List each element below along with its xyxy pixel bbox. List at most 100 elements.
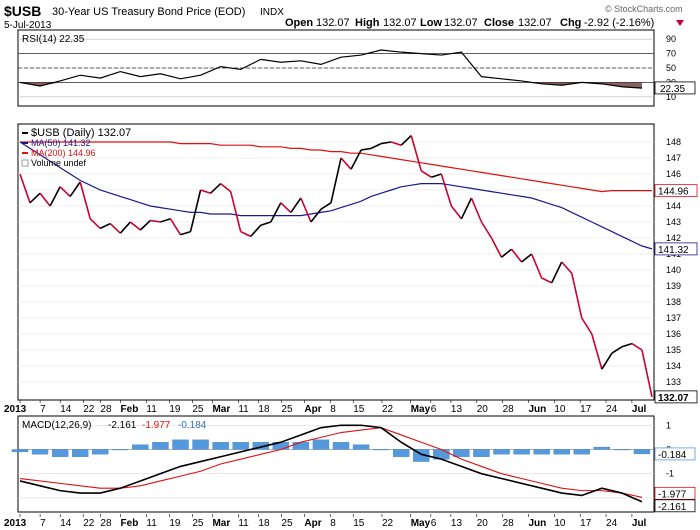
price-tick-label: 135 bbox=[666, 345, 681, 355]
macd-histogram-bar bbox=[152, 442, 169, 450]
x-tick-label: 17 bbox=[580, 518, 592, 529]
price-segment bbox=[440, 173, 453, 207]
price-segment bbox=[350, 149, 362, 170]
x-tick-label: 13 bbox=[451, 518, 463, 529]
price-segment bbox=[431, 173, 442, 178]
macd-histogram-bar bbox=[112, 449, 129, 451]
low-label: Low bbox=[420, 17, 442, 29]
price-tick-label: 136 bbox=[666, 329, 681, 339]
macd-legend-hist: -0.184 bbox=[178, 420, 207, 431]
price-segment bbox=[300, 197, 312, 223]
price-tick-label: 140 bbox=[666, 265, 681, 275]
macd-histogram-bar bbox=[51, 449, 69, 457]
x-tick-label: 7 bbox=[40, 404, 46, 415]
x-tick-label: Jun bbox=[528, 518, 546, 529]
macd-line bbox=[19, 424, 643, 503]
macd-last-labels: -0.184 -1.977 -2.161 bbox=[654, 447, 696, 513]
x-tick-label: 25 bbox=[281, 404, 293, 415]
macd-histogram-bar bbox=[232, 442, 249, 450]
price-segment bbox=[160, 218, 171, 223]
macd-macd-last-box bbox=[654, 499, 696, 513]
ma200-last-value: 144.96 bbox=[658, 187, 689, 198]
macd-histogram-bar bbox=[393, 449, 410, 457]
legend-entry: MA(50) 141.32 bbox=[31, 138, 91, 148]
rsi-plot bbox=[19, 49, 643, 89]
price-segment bbox=[310, 208, 322, 223]
macd-histogram-bar bbox=[533, 449, 550, 455]
price-segment bbox=[109, 223, 121, 234]
x-tick-label: 28 bbox=[100, 404, 112, 415]
chart-date: 5-Jul-2013 bbox=[4, 20, 52, 31]
macd-histogram-bar bbox=[92, 449, 109, 455]
price-segment bbox=[150, 219, 161, 223]
x-tick-label: Apr bbox=[304, 518, 321, 529]
x-tick-label: Jul bbox=[632, 518, 647, 529]
macd-tick-label: -1 bbox=[666, 469, 674, 479]
close-last-box bbox=[654, 390, 698, 404]
x-tick-label: 19 bbox=[169, 404, 181, 415]
x-tick-label: 11 bbox=[238, 518, 249, 529]
price-segment bbox=[581, 317, 593, 335]
macd-histogram-bar bbox=[613, 449, 631, 451]
price-segment bbox=[220, 182, 232, 193]
rsi-tick-label: 90 bbox=[666, 34, 676, 44]
x-tick-label: 11 bbox=[238, 404, 249, 415]
x-tick-label: 18 bbox=[258, 404, 270, 415]
price-segment bbox=[229, 191, 242, 232]
price-segment bbox=[621, 342, 633, 348]
x-tick-label: 25 bbox=[192, 404, 204, 415]
macd-hist-last-box bbox=[654, 447, 696, 461]
price-segment bbox=[250, 224, 262, 237]
price-segment bbox=[510, 248, 523, 263]
close-last-value: 132.07 bbox=[658, 393, 689, 404]
chg-value: -2.92 (-2.16%) bbox=[584, 17, 654, 29]
x-tick-label: 2013 bbox=[4, 404, 27, 415]
legend-entry: MA(200) 144.96 bbox=[31, 148, 96, 158]
macd-legend-label: MACD(12,26,9) bbox=[22, 420, 91, 431]
exchange: INDX bbox=[260, 7, 284, 18]
x-tick-label: Mar bbox=[212, 404, 230, 415]
macd-histogram-bar bbox=[11, 449, 29, 453]
rsi-tick-label: 50 bbox=[666, 63, 676, 73]
macd-histogram-bar bbox=[192, 439, 209, 450]
price-tick-label: 146 bbox=[666, 169, 681, 179]
price-segment bbox=[320, 202, 332, 210]
price-segment bbox=[381, 141, 392, 145]
price-segment bbox=[490, 237, 503, 258]
price-segment bbox=[39, 192, 51, 207]
x-tick-label: Jun bbox=[528, 404, 546, 415]
x-tick-label: 22 bbox=[83, 404, 95, 415]
price-segment bbox=[420, 170, 432, 178]
price-segment bbox=[340, 157, 352, 170]
price-segment bbox=[69, 181, 81, 197]
high-value: 132.07 bbox=[383, 17, 417, 29]
macd-histogram-bar bbox=[453, 449, 470, 457]
description: 30-Year US Treasury Bond Price (EOD) bbox=[52, 6, 245, 18]
rsi-line bbox=[19, 49, 643, 89]
x-tick-label: 15 bbox=[353, 404, 365, 415]
price-tick-label: 138 bbox=[666, 297, 681, 307]
rsi-tick-label: 70 bbox=[666, 49, 676, 59]
x-tick-label: 28 bbox=[100, 518, 112, 529]
macd-legend: MACD(12,26,9) -2.161 -1.977 -0.184 bbox=[22, 420, 207, 431]
x-tick-label: 7 bbox=[40, 518, 46, 529]
price-segment bbox=[19, 173, 31, 204]
symbol: $USB bbox=[4, 3, 41, 19]
x-tick-label: 19 bbox=[169, 518, 181, 529]
high-label: High bbox=[355, 17, 380, 29]
price-segment bbox=[29, 192, 41, 204]
legend-swatch-volume bbox=[21, 159, 29, 167]
price-segment bbox=[169, 218, 182, 236]
x-tick-label: 20 bbox=[477, 518, 489, 529]
price-segment bbox=[561, 261, 573, 274]
ma50-line bbox=[19, 141, 653, 250]
x-tick-label: Feb bbox=[121, 404, 139, 415]
chg-label: Chg bbox=[560, 17, 581, 29]
price-tick-label: 142 bbox=[666, 233, 681, 243]
x-tick-label: 10 bbox=[554, 518, 566, 529]
price-segment bbox=[521, 253, 533, 263]
price-segment bbox=[460, 197, 473, 220]
x-tick-label: 22 bbox=[382, 518, 394, 529]
